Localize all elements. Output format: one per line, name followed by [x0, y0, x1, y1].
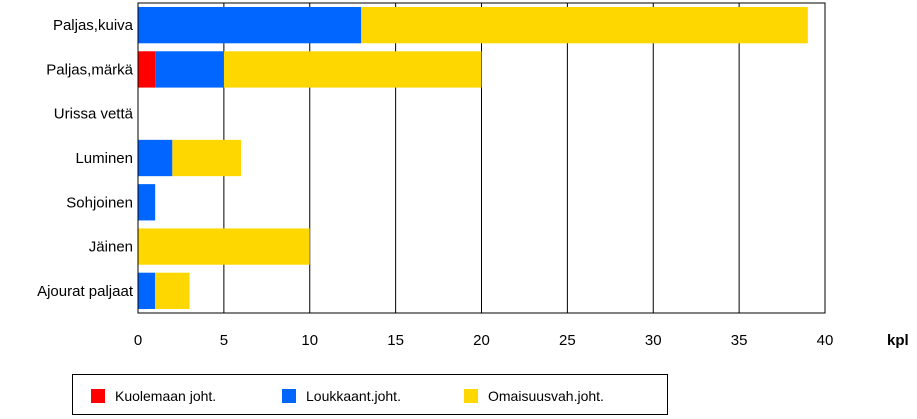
category-label: Luminen	[75, 150, 133, 167]
x-tick-label: 0	[134, 332, 142, 349]
x-tick-label: 5	[220, 332, 228, 349]
x-tick-label: 30	[645, 332, 662, 349]
category-label: Sohjoinen	[66, 194, 133, 211]
bar-segment	[138, 6, 362, 44]
bar-segment	[155, 272, 190, 310]
legend-item-loukkaant: Loukkaant.joht.	[282, 387, 401, 404]
bar-segment	[172, 139, 242, 177]
legend-label-kuolemaan: Kuolemaan joht.	[115, 387, 217, 404]
x-tick-label: 25	[559, 332, 576, 349]
category-labels: Paljas,kuiva Paljas,märkä Urissa vettä Lumi…	[37, 17, 134, 300]
legend-swatch-omaisuusvah	[464, 388, 478, 403]
x-tick-label: 20	[473, 332, 490, 349]
x-tick-label: 10	[301, 332, 318, 349]
bar-segment	[138, 139, 173, 177]
bar-segment	[361, 6, 808, 44]
category-label: Urissa vettä	[54, 106, 134, 123]
legend-item-kuolemaan: Kuolemaan joht.	[91, 387, 216, 404]
category-label: Jäinen	[89, 239, 133, 256]
x-unit-label: kpl	[887, 332, 909, 349]
legend-item-omaisuusvah: Omaisuusvah.joht.	[464, 387, 604, 404]
bar-segment	[138, 184, 156, 221]
plot-frame	[137, 2, 826, 314]
grid-lines	[223, 3, 826, 313]
legend-label-loukkaant: Loukkaant.joht.	[306, 387, 401, 404]
bar-segment	[138, 272, 156, 310]
category-label: Ajourat paljaat	[37, 283, 134, 300]
x-tick-label: 35	[731, 332, 748, 349]
x-tick-label: 15	[387, 332, 404, 349]
tick-labels: 0 5 10 15 20 25 30 35 40	[134, 332, 834, 349]
bar-segment	[223, 51, 482, 88]
bar-segment	[155, 51, 224, 88]
x-tick-label: 40	[817, 332, 834, 349]
legend: Kuolemaan joht. Loukkaant.joht. Omaisuus…	[72, 374, 668, 415]
bar-segment	[138, 51, 156, 88]
bar-segment	[138, 228, 310, 265]
legend-swatch-loukkaant	[282, 388, 296, 403]
plot-border	[137, 2, 826, 314]
category-label: Paljas,kuiva	[53, 17, 134, 34]
chart: Paljas,kuiva Paljas,märkä Urissa vettä Lumi…	[37, 2, 909, 349]
legend-label-omaisuusvah: Omaisuusvah.joht.	[488, 387, 604, 404]
legend-swatch-kuolemaan	[91, 388, 105, 403]
category-label: Paljas,märkä	[46, 61, 133, 78]
bars	[138, 6, 808, 310]
